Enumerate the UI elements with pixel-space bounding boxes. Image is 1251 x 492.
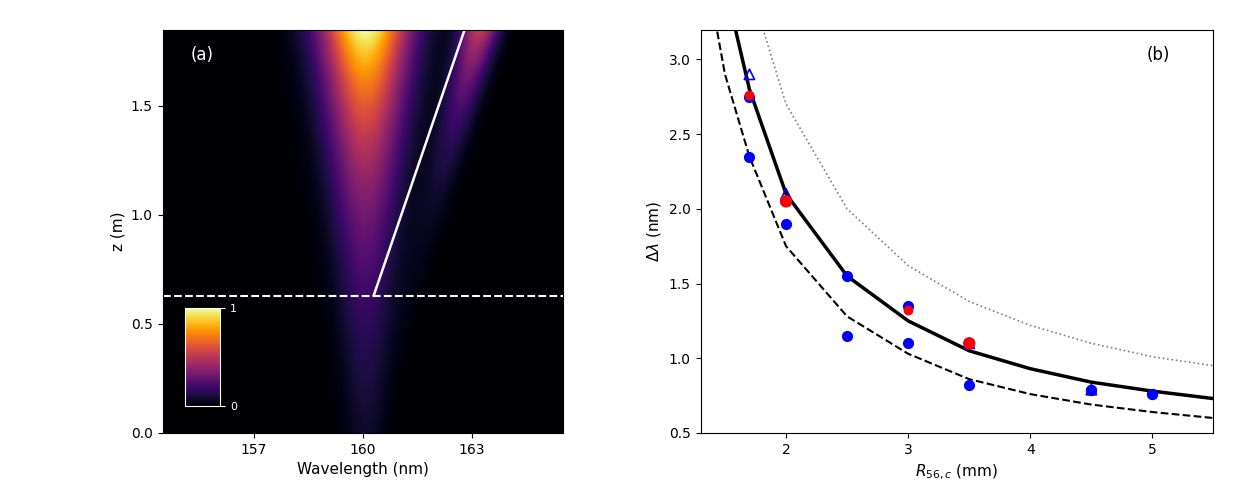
Point	[960, 339, 980, 347]
Point	[898, 339, 918, 347]
Point	[739, 92, 759, 99]
Point	[776, 197, 796, 205]
Text: (a): (a)	[190, 46, 214, 63]
Point	[837, 272, 857, 280]
Point	[739, 153, 759, 160]
Point	[1142, 390, 1162, 398]
Point	[1142, 390, 1162, 398]
Point	[898, 302, 918, 310]
Point	[739, 70, 759, 78]
Point	[776, 197, 796, 205]
Point	[960, 339, 980, 347]
Point	[837, 332, 857, 340]
Point	[776, 220, 796, 228]
Y-axis label: z (m): z (m)	[110, 212, 125, 251]
Point	[776, 197, 796, 205]
X-axis label: Wavelength (nm): Wavelength (nm)	[296, 462, 429, 477]
X-axis label: $R_{56,c}$ (mm): $R_{56,c}$ (mm)	[916, 462, 998, 482]
Point	[960, 381, 980, 389]
Point	[1081, 386, 1101, 394]
Point	[960, 339, 980, 347]
Y-axis label: $\Delta\lambda$ (nm): $\Delta\lambda$ (nm)	[646, 201, 663, 262]
Point	[1081, 386, 1101, 394]
Point	[960, 339, 980, 347]
Point	[739, 93, 759, 101]
Point	[776, 190, 796, 198]
Text: (b): (b)	[1147, 46, 1170, 63]
Point	[898, 307, 918, 314]
Point	[1081, 386, 1101, 394]
